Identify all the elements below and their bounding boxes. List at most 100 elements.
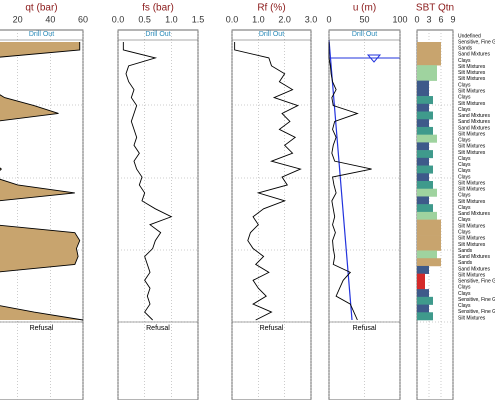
sbt-label: Clays <box>458 168 471 174</box>
sbt-zone <box>417 88 429 97</box>
sbt-zone <box>417 211 437 220</box>
annotation: Drill Out <box>259 31 284 38</box>
sbt-zone <box>417 289 429 298</box>
sbt-zone <box>417 57 441 66</box>
sbt-label: Sand Mixtures <box>458 125 490 131</box>
x-tick-label: 60 <box>78 14 88 24</box>
x-tick-label: 0 <box>414 14 419 24</box>
sbt-zone <box>417 80 429 89</box>
annotation: Refusal <box>146 325 170 332</box>
profile-line <box>122 42 173 321</box>
x-tick-label: 9 <box>450 14 455 24</box>
panel-title: fs (bar) <box>142 3 174 14</box>
sbt-label: Sensitive, Fine G <box>458 279 495 285</box>
sbt-label: Silt Mixtures <box>458 131 486 137</box>
sbt-zone <box>417 150 433 159</box>
sbt-zone <box>417 157 429 166</box>
sbt-label: Sands <box>458 46 473 52</box>
sbt-label: Sand Mixtures <box>458 119 490 125</box>
sbt-label: Clays <box>458 205 471 211</box>
sbt-label: Silt Mixtures <box>458 242 486 248</box>
sbt-zone <box>417 281 425 290</box>
sbt-label: Silt Mixtures <box>458 89 486 95</box>
sbt-label: Sand Mixtures <box>458 52 490 58</box>
annotation: Refusal <box>260 325 284 332</box>
sbt-zone <box>417 250 437 259</box>
annotation: Refusal <box>353 325 377 332</box>
sbt-zone <box>417 273 425 282</box>
sbt-zone <box>417 181 433 190</box>
sbt-label: Silt Mixtures <box>458 144 486 150</box>
sbt-zone <box>417 265 429 274</box>
sbt-label: Clays <box>458 217 471 223</box>
sbt-zone <box>417 188 437 197</box>
annotation: Refusal <box>30 325 54 332</box>
sbt-label: Clays <box>458 156 471 162</box>
sbt-label: Sand Mixtures <box>458 254 490 260</box>
sbt-zone <box>417 173 429 182</box>
sbt-label: Clays <box>458 95 471 101</box>
x-tick-label: 0 <box>326 14 331 24</box>
hydrostatic-line <box>328 39 353 321</box>
sbt-label: Clays <box>458 230 471 236</box>
sbt-zone <box>417 227 441 236</box>
sbt-label: Sensitive, Fine G <box>458 39 495 45</box>
x-tick-label: 1.5 <box>192 14 205 24</box>
sbt-zone <box>417 111 433 120</box>
x-tick-label: 1.0 <box>165 14 178 24</box>
sbt-label: Undefined <box>458 33 481 39</box>
sbt-label: Clays <box>458 82 471 88</box>
sbt-label: Silt Mixtures <box>458 223 486 229</box>
profile-line <box>234 42 302 321</box>
sbt-label: Clays <box>458 138 471 144</box>
x-tick-label: 0.5 <box>138 14 151 24</box>
sbt-zone <box>417 119 429 128</box>
sbt-label: Sensitive, Fine G <box>458 297 495 303</box>
area <box>0 42 83 320</box>
panel-title: qt (bar) <box>25 3 57 14</box>
sbt-zone <box>417 49 441 58</box>
sbt-label: Silt Mixtures <box>458 199 486 205</box>
sbt-zone <box>417 258 441 267</box>
sbt-label: Clays <box>458 285 471 291</box>
sbt-zone <box>417 165 433 174</box>
sbt-label: Silt Mixtures <box>458 315 486 321</box>
profile-line <box>0 42 84 321</box>
annotation: Drill Out <box>145 31 170 38</box>
panel-title: Rf (%) <box>257 3 285 14</box>
sbt-label: Sands <box>458 260 473 266</box>
sbt-label: Clays <box>458 107 471 113</box>
panel-title: SBT Qtn <box>416 3 454 14</box>
sbt-label: Clays <box>458 58 471 64</box>
sbt-zone <box>417 219 441 228</box>
sbt-label: Sands <box>458 248 473 254</box>
sbt-label: Silt Mixtures <box>458 76 486 82</box>
x-tick-label: 50 <box>359 14 369 24</box>
sbt-zone <box>417 72 437 81</box>
x-tick-label: 2.0 <box>278 14 291 24</box>
x-tick-label: 40 <box>45 14 55 24</box>
sbt-label: Sensitive, Fine G <box>458 309 495 315</box>
panel-title: u (m) <box>353 3 376 14</box>
panel-frame <box>117 29 199 400</box>
profile-line <box>328 42 372 321</box>
sbt-zone <box>417 196 429 205</box>
sbt-label: Sand Mixtures <box>458 266 490 272</box>
sbt-label: Silt Mixtures <box>458 70 486 76</box>
sbt-zone <box>417 312 433 321</box>
sbt-label: Clays <box>458 291 471 297</box>
sbt-zone <box>417 65 437 74</box>
sbt-label: Clays <box>458 174 471 180</box>
sbt-label: Clays <box>458 303 471 309</box>
sbt-zone <box>417 126 433 135</box>
sbt-label: Silt Mixtures <box>458 180 486 186</box>
x-tick-label: 100 <box>392 14 407 24</box>
x-tick-label: 0.0 <box>226 14 239 24</box>
sbt-zone <box>417 42 441 51</box>
x-tick-label: 0.0 <box>112 14 125 24</box>
sbt-label: Silt Mixtures <box>458 272 486 278</box>
sbt-zone <box>417 304 429 313</box>
sbt-zone <box>417 96 433 105</box>
